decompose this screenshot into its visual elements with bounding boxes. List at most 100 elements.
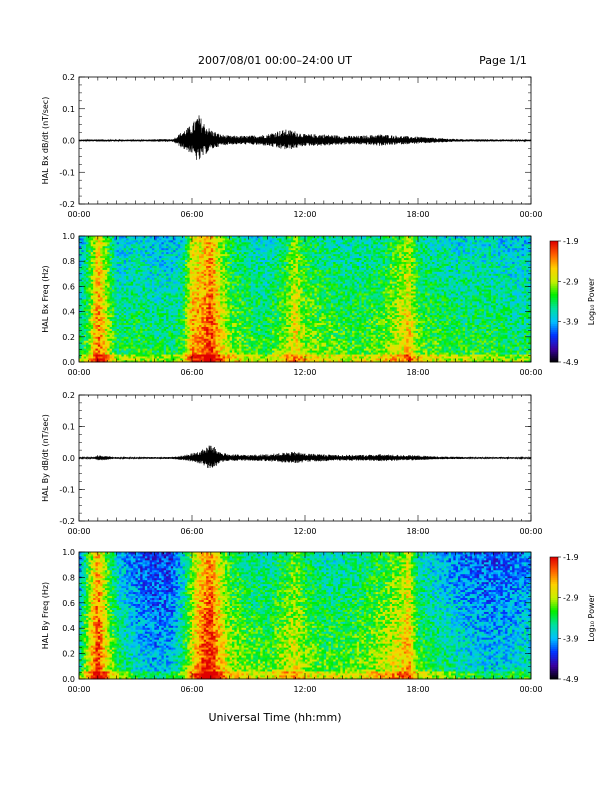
spectrogram-cell (86, 324, 89, 327)
spectrogram-cell (81, 261, 85, 264)
spectrogram-cell (83, 295, 87, 298)
spectrogram-cell (206, 322, 209, 325)
spectrogram-cell (128, 269, 132, 272)
spectrogram-cell (81, 332, 85, 335)
spectrogram-cell (83, 245, 87, 249)
spectrogram-cell (109, 310, 113, 314)
spectrogram-cell (111, 330, 115, 333)
spectrogram-cell (163, 295, 167, 298)
spectrogram-cell (173, 261, 176, 264)
spectrogram-cell (100, 293, 103, 296)
spectrogram-cell (213, 318, 216, 322)
spectrogram-cell (208, 344, 212, 347)
spectrogram-cell (199, 263, 202, 266)
spectrogram-cell (109, 320, 113, 324)
spectrogram-cell (123, 328, 127, 331)
spectrogram-cell (135, 285, 139, 288)
spectrogram-cell (194, 297, 198, 300)
spectrogram-cell (128, 326, 132, 329)
spectrogram-cell (149, 236, 153, 239)
spectrogram-cell (142, 330, 146, 333)
spectrogram-cell (109, 247, 113, 251)
spectrogram-cell (95, 318, 99, 322)
spectrogram-cell (119, 289, 122, 292)
spectrogram-cell (144, 253, 148, 257)
spectrogram-cell (203, 277, 207, 280)
spectrogram-cell (210, 344, 214, 347)
spectrogram-cell (119, 334, 122, 337)
spectrogram-cell (159, 247, 162, 251)
spectrogram-cell (142, 271, 146, 274)
spectrogram-cell (126, 253, 129, 257)
spectrogram-cell (133, 295, 136, 298)
spectrogram-cell (203, 318, 207, 322)
spectrogram-cell (154, 236, 158, 239)
spectrogram-cell (149, 350, 153, 353)
spectrogram-cell (100, 300, 103, 304)
spectrogram-cell (79, 273, 82, 276)
spectrogram-cell (177, 326, 181, 329)
spectrogram-cell (173, 360, 176, 363)
spectrogram-cell (88, 304, 92, 308)
spectrogram-cell (97, 308, 101, 312)
spectrogram-cell (137, 326, 141, 329)
spectrogram-cell (166, 314, 169, 318)
spectrogram-cell (180, 289, 183, 292)
spectrogram-cell (81, 340, 85, 343)
spectrogram-cell (133, 261, 136, 264)
spectrogram-cell (199, 279, 202, 282)
spectrogram-cell (83, 312, 87, 316)
spectrogram-cell (173, 336, 176, 339)
spectrogram-cell (173, 332, 176, 335)
spectrogram-cell (199, 269, 202, 272)
spectrogram-cell (126, 251, 129, 255)
spectrogram-cell (114, 289, 118, 292)
spectrogram-cell (166, 281, 169, 284)
spectrogram-cell (208, 261, 212, 264)
spectrogram-cell (199, 257, 202, 261)
spectrogram-cell (137, 249, 141, 253)
spectrogram-cell (81, 245, 85, 249)
spectrogram-cell (189, 283, 193, 286)
spectrogram-cell (111, 318, 115, 322)
spectrogram-cell (206, 299, 209, 302)
spectrogram-cell (189, 279, 193, 282)
spectrogram-cell (203, 265, 207, 268)
spectrogram-cell (187, 322, 191, 325)
spectrogram-cell (107, 269, 110, 272)
spectrogram-cell (147, 241, 151, 245)
spectrogram-cell (213, 281, 216, 284)
spectrogram-cell (116, 295, 120, 298)
spectrogram-cell (180, 328, 183, 331)
spectrogram-cell (135, 289, 139, 292)
spectrogram-cell (168, 295, 172, 298)
spectrogram-cell (126, 247, 129, 251)
spectrogram-cell (119, 342, 122, 345)
spectrogram-cell (156, 304, 160, 308)
spectrogram-cell (88, 255, 92, 259)
spectrogram-cell (154, 279, 158, 282)
spectrogram-cell (142, 237, 146, 241)
spectrogram-cell (83, 251, 87, 255)
spectrogram-cell (208, 289, 212, 292)
spectrogram-cell (116, 285, 120, 288)
spectrogram-cell (88, 336, 92, 339)
spectrogram-cell (159, 236, 162, 239)
spectrogram-cell (161, 277, 165, 280)
spectrogram-cell (90, 236, 94, 239)
spectrogram-cell (88, 265, 92, 268)
spectrogram-cell (201, 326, 205, 329)
spectrogram-cell (151, 336, 155, 339)
spectrogram-cell (88, 287, 92, 290)
spectrogram-cell (81, 295, 85, 298)
spectrogram-cell (128, 255, 132, 259)
spectrogram-cell (119, 328, 122, 331)
spectrogram-cell (208, 318, 212, 322)
spectrogram-cell (123, 279, 127, 282)
spectrogram-cell (201, 275, 205, 278)
spectrogram-cell (90, 245, 94, 249)
spectrogram-cell (95, 300, 99, 304)
spectrogram-cell (142, 336, 146, 339)
spectrogram-cell (189, 247, 193, 251)
spectrogram-cell (192, 281, 195, 284)
